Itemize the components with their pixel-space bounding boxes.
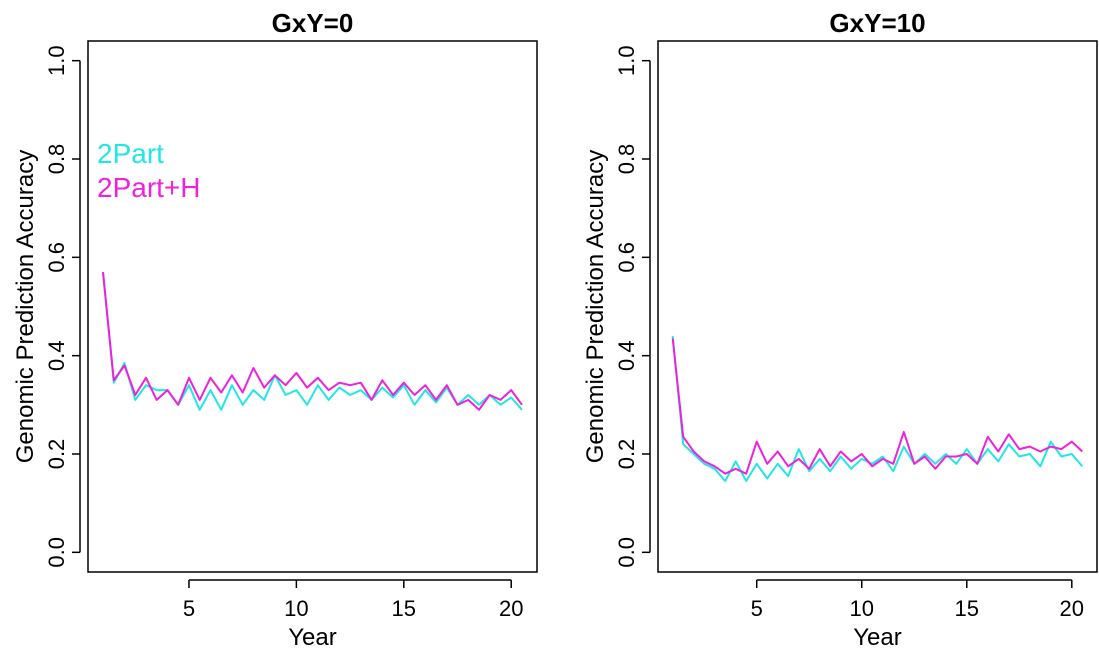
y-tick-label: 0.6 bbox=[614, 242, 639, 273]
x-tick-label: 5 bbox=[751, 596, 763, 621]
y-tick-label: 1.0 bbox=[614, 45, 639, 76]
y-tick-label: 0.8 bbox=[614, 144, 639, 175]
y-tick-label: 0.2 bbox=[44, 439, 69, 470]
x-tick-label: 5 bbox=[183, 596, 195, 621]
series-line-2part-plus-h bbox=[102, 272, 523, 411]
y-tick-label: 0.8 bbox=[44, 144, 69, 175]
y-axis-label: Genomic Prediction Accuracy bbox=[12, 150, 39, 463]
series-line-2part bbox=[671, 335, 1084, 482]
panel-2: GxY=10 5 10 15 20 Year 0.0 0.2 0.4 0.6 0.8 1.0 Genom… bbox=[582, 8, 1098, 650]
x-axis-label: Year bbox=[853, 624, 902, 650]
series-line-2part-plus-h bbox=[671, 338, 1083, 475]
x-tick-label: 15 bbox=[955, 596, 979, 621]
y-tick-label: 0.4 bbox=[614, 340, 639, 371]
x-axis-label: Year bbox=[288, 624, 337, 650]
panel-title: GxY=10 bbox=[829, 8, 925, 38]
x-tick-label: 15 bbox=[392, 596, 416, 621]
y-axis-label: Genomic Prediction Accuracy bbox=[582, 150, 609, 463]
x-tick-label: 20 bbox=[1060, 596, 1084, 621]
x-tick-label: 10 bbox=[284, 596, 308, 621]
legend-entry-2part-plus-h: 2Part+H bbox=[97, 172, 201, 203]
panel-title: GxY=0 bbox=[272, 8, 354, 38]
y-tick-label: 1.0 bbox=[44, 45, 69, 76]
y-tick-label: 0.0 bbox=[44, 537, 69, 568]
y-tick-label: 0.6 bbox=[44, 242, 69, 273]
y-tick-label: 0.2 bbox=[614, 439, 639, 470]
x-tick-label: 20 bbox=[499, 596, 523, 621]
series-line-2part bbox=[102, 272, 523, 411]
legend-entry-2part: 2Part bbox=[97, 138, 164, 169]
x-tick-label: 10 bbox=[850, 596, 874, 621]
panel-1: GxY=0 5 10 15 20 Year 0.0 0.2 0.4 0.6 0.8 1.0 Genomi… bbox=[12, 8, 538, 650]
y-tick-label: 0.4 bbox=[44, 340, 69, 371]
plot-frame bbox=[657, 40, 1098, 573]
y-tick-label: 0.0 bbox=[614, 537, 639, 568]
plot-frame bbox=[87, 40, 538, 573]
